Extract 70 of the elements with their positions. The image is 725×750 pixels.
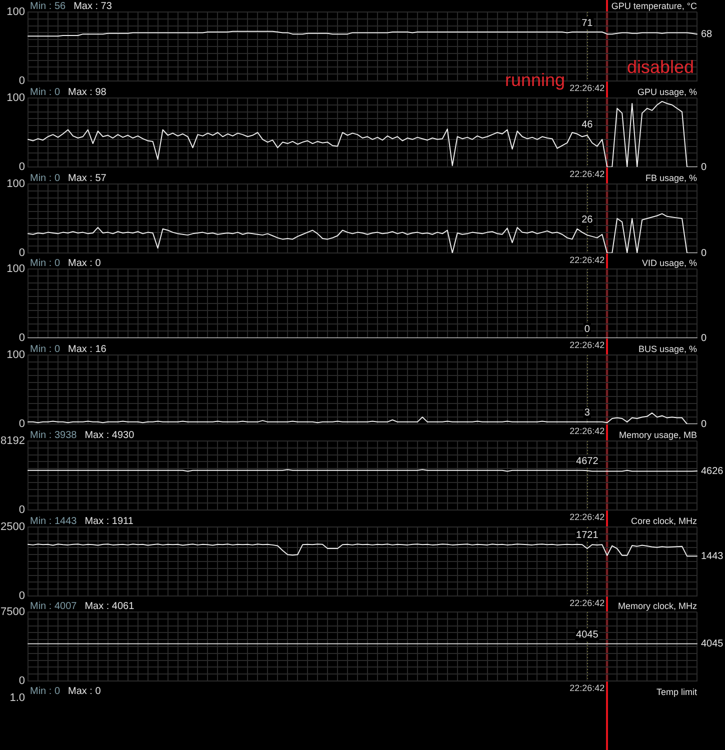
data-label: 4672 xyxy=(576,456,599,468)
annotation: Min : 0 xyxy=(30,87,60,98)
annotation: Max : 57 xyxy=(68,173,107,184)
y-tick-label: 0 xyxy=(18,504,25,516)
y-tick-label: 0 xyxy=(18,332,25,344)
data-label: 4045 xyxy=(576,630,599,641)
y-tick-label: 0 xyxy=(18,675,25,688)
annotation: running xyxy=(504,70,565,90)
annotation: Max : 73 xyxy=(74,1,112,12)
y-tick-label: 100 xyxy=(6,178,25,190)
annotation: Max : 1911 xyxy=(84,516,134,527)
data-label: 71 xyxy=(582,18,594,29)
annotation: Max : 98 xyxy=(68,87,107,98)
y-tick-label: 2500 xyxy=(0,521,25,534)
x-tick-label: 22:26:42 xyxy=(570,682,605,693)
data-label: 68 xyxy=(701,28,713,40)
data-label: 46 xyxy=(582,120,594,131)
y-tick-label: 100 xyxy=(6,349,25,362)
chart-title: FB usage, % xyxy=(645,173,697,183)
y-tick-label: 100 xyxy=(6,263,25,276)
y-tick-label: 100 xyxy=(6,92,25,104)
data-label: 4626 xyxy=(701,466,724,477)
chart-title: VID usage, % xyxy=(642,258,697,268)
x-tick-label: 22:26:42 xyxy=(570,426,605,436)
annotation: Min : 1443 xyxy=(30,516,78,527)
x-tick-label: 22:26:42 xyxy=(570,82,605,93)
text: Max : 0 xyxy=(68,686,101,698)
x-tick-label: 22:26:42 xyxy=(570,254,605,265)
data-label: 1443 xyxy=(701,550,724,562)
annotation: Min : 0 xyxy=(30,173,60,184)
y-tick-label: 7500 xyxy=(0,606,25,618)
y-tick-label: 0 xyxy=(18,161,25,174)
annotation: Min : 0 xyxy=(30,258,60,269)
text: Temp limit xyxy=(656,686,697,698)
y-tick-label: 0 xyxy=(18,590,25,602)
x-tick-label: 22:26:42 xyxy=(570,598,605,608)
text: Min : 0 xyxy=(30,686,60,698)
chart-title: Core clock, MHz xyxy=(630,516,698,526)
x-tick-label: 22:26:42 xyxy=(570,168,605,179)
annotation: Max : 4930 xyxy=(84,430,135,441)
data-label: 0 xyxy=(584,324,590,335)
y-tick-label: 0 xyxy=(18,75,25,88)
data-label: 0 xyxy=(701,162,707,173)
y-tick-label: 0 xyxy=(18,247,25,260)
text: 1.0 xyxy=(10,692,25,704)
annotation: Max : 16 xyxy=(68,344,107,355)
chart-title: GPU usage, % xyxy=(637,87,697,97)
y-tick-label: 100 xyxy=(6,6,25,18)
annotation: Min : 3938 xyxy=(30,430,78,441)
annotation: Max : 0 xyxy=(68,258,102,269)
data-label: 3 xyxy=(584,408,590,419)
data-label: 0 xyxy=(701,248,707,259)
annotation: disabled xyxy=(627,57,694,77)
chart-title: Memory usage, MB xyxy=(618,430,697,440)
chart-title: GPU temperature, °C xyxy=(611,1,698,11)
x-tick-label: 22:26:42 xyxy=(570,340,605,350)
chart-title: BUS usage, % xyxy=(638,344,697,354)
x-tick-label: 22:26:42 xyxy=(570,512,605,522)
y-tick-label: 8192 xyxy=(0,435,25,448)
annotation: Min : 0 xyxy=(30,344,60,355)
data-label: 1721 xyxy=(576,530,599,542)
data-label: 26 xyxy=(582,214,594,226)
y-tick-label: 0 xyxy=(18,418,25,430)
data-label: 4045 xyxy=(701,638,724,650)
data-label: 0 xyxy=(701,332,707,344)
annotation: Min : 56 xyxy=(30,1,66,12)
annotation: Max : 4061 xyxy=(84,601,135,612)
annotation: Min : 4007 xyxy=(30,601,78,612)
chart-title: Memory clock, MHz xyxy=(618,601,698,611)
data-label: 0 xyxy=(701,418,707,430)
